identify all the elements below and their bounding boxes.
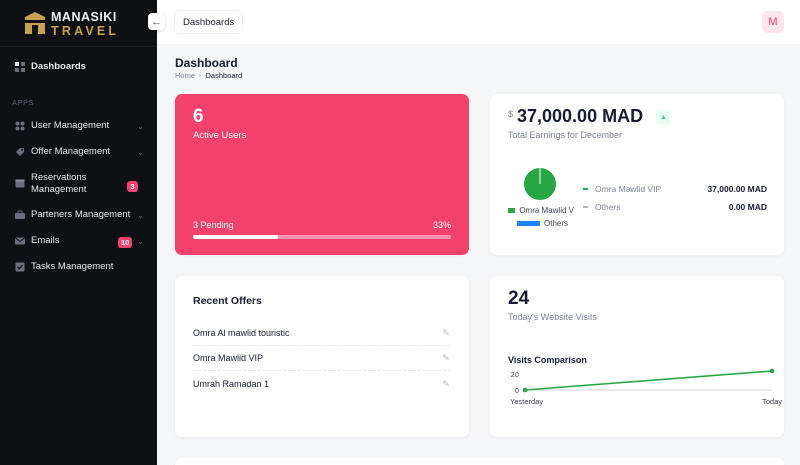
bottom-card [175,458,784,465]
sidebar-item-emails[interactable]: Emails 10 ⌄ [0,235,157,248]
earnings-row: Omra Mawlid VIP 37,000.00 MAD [583,184,767,194]
recent-offers-card: Recent Offers Omra Al mawlid touristic ✎… [175,276,469,437]
sidebar-item-label: Emails [31,235,60,246]
emails-badge: 10 [118,237,133,248]
edit-icon[interactable]: ✎ [442,353,450,363]
tab-dashboards[interactable]: Dashboards [175,11,243,33]
legend-swatch-green [508,208,516,213]
pending-percent-text: 33% [432,220,451,230]
offer-name: Omra Al mawlid touristic [193,328,290,338]
series-line [524,370,773,391]
breadcrumb-separator: - [199,71,202,80]
calendar-icon [15,179,25,188]
active-users-label: Active Users [193,130,247,141]
data-point [769,368,775,374]
sidebar-item-reservations-management[interactable]: Reservations Management 3 [0,172,157,196]
earnings-currency: $ [508,109,514,119]
users-icon [15,121,25,131]
visits-count: 24 [508,288,530,309]
page-title: Dashboard [175,56,238,70]
partners-icon [15,210,25,219]
x-tick-label: Today [762,397,782,406]
sidebar: MANASIKI TRAVEL Dashboards APPS User Man… [0,0,157,465]
active-users-card: 6 Active Users 3 Pending 33% [175,94,469,255]
offer-name: Umrah Ramadan 1 [193,378,270,389]
pending-users-text: 3 Pending [193,220,234,230]
pending-progress-bar [193,235,451,239]
top-header [157,0,800,44]
mail-icon [15,237,25,245]
list-item: Umrah Ramadan 1 ✎ [193,371,451,396]
sidebar-item-user-management[interactable]: User Management ⌄ [0,120,157,132]
chevron-down-icon: ⌄ [137,147,144,157]
visits-chart-title: Visits Comparison [508,355,587,365]
arrow-up-icon: ▲ [656,111,671,124]
earnings-row-marker [583,188,588,190]
earnings-row-value: 0.00 MAD [728,202,767,212]
visits-label: Today's Website Visits [508,312,597,322]
y-tick-label: 0 [515,386,519,395]
website-visits-card: 24 Today's Website Visits Visits Compari… [490,276,784,437]
visits-line-chart: 0 20 Yesterday Today [510,368,782,406]
x-tick-label: Yesterday [510,397,543,406]
earnings-row-name: Omra Mawlid VIP [595,184,662,194]
pie-legend-item[interactable]: Omra Mawlid V [508,206,574,215]
chevron-down-icon: ⌄ [137,121,144,131]
earnings-row-name: Others [595,202,621,212]
legend-label: Omra Mawlid V [519,206,574,215]
earnings-row-value: 37,000.00 MAD [707,184,767,194]
sidebar-divider [0,46,157,47]
sidebar-item-tasks-management[interactable]: Tasks Management [0,261,157,273]
chevron-down-icon: ⌄ [137,210,144,220]
section-label-apps: APPS [12,98,35,107]
sidebar-item-label: Dashboards [31,61,86,72]
brand-line1: MANASIKI [51,10,117,24]
user-avatar[interactable]: M [762,11,784,33]
breadcrumb-home[interactable]: Home [175,71,196,80]
dashboard-icon [15,62,25,72]
sidebar-item-label: Parteners Management [31,209,131,220]
pending-progress-fill [193,235,279,239]
sidebar-item-label: Reservations Management [31,172,87,195]
edit-icon[interactable]: ✎ [442,378,450,389]
sidebar-item-offer-management[interactable]: Offer Management ⌄ [0,146,157,158]
legend-swatch-blue [517,221,540,226]
earnings-row: Others 0.00 MAD [583,202,767,212]
earnings-amount: 37,000.00 MAD [517,106,644,126]
list-item: Omra Al mawlid touristic ✎ [193,321,451,346]
offer-icon [16,148,24,156]
data-point [522,387,528,393]
earnings-row-marker [583,206,588,208]
sidebar-item-label: User Management [31,120,110,131]
legend-label: Others [544,219,569,228]
active-users-count: 6 [193,106,204,127]
brand-line2: TRAVEL [51,23,120,38]
y-tick-label: 20 [511,370,519,379]
sidebar-toggle-button[interactable]: ← [148,13,165,30]
sidebar-item-dashboards[interactable]: Dashboards [0,61,157,73]
pie-legend-item[interactable]: Others [517,219,568,228]
tasks-icon [15,262,25,272]
list-item: Omra Mawlid VIP ✎ [193,346,451,371]
kaaba-logo-icon [25,12,45,34]
arrow-left-icon: ← [151,15,162,28]
breadcrumb-current: Dashboard [205,71,243,80]
earnings-card: $ 37,000.00 MAD ▲ Total Earnings for Dec… [490,94,784,255]
earnings-label: Total Earnings for December [508,130,623,140]
earnings-pie-chart [524,168,556,200]
sidebar-item-label: Tasks Management [31,261,114,272]
sidebar-item-parteners-management[interactable]: Parteners Management ⌄ [0,209,157,221]
breadcrumb: Home - Dashboard [175,71,242,80]
brand-logo[interactable]: MANASIKI TRAVEL [22,10,119,38]
sidebar-item-label: Offer Management [31,146,111,157]
recent-offers-title: Recent Offers [193,295,262,307]
chevron-down-icon: ⌄ [137,236,144,246]
reservations-badge: 3 [127,181,138,192]
offer-name: Omra Mawlid VIP [193,353,264,363]
edit-icon[interactable]: ✎ [442,328,450,338]
